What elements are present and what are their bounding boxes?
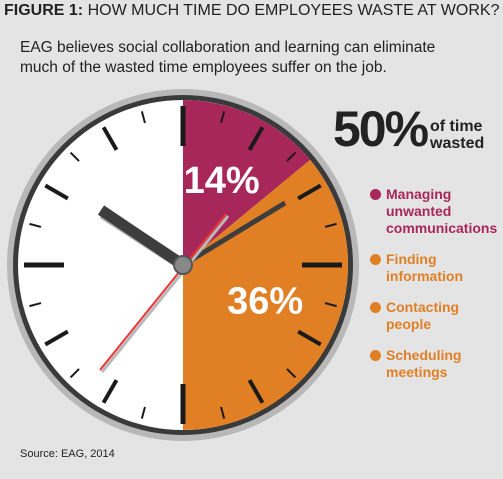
legend-item: Contacting people xyxy=(370,299,502,333)
second-hand-shadow xyxy=(100,215,230,373)
slice-label: 36% xyxy=(227,281,303,323)
legend-item: Managing unwanted communications xyxy=(370,186,502,237)
pie-slice xyxy=(183,159,349,430)
clock-tick xyxy=(44,183,69,201)
minute-hand xyxy=(181,200,287,268)
headline-text: of time wasted xyxy=(430,118,485,152)
clock-tick xyxy=(286,368,297,379)
clock-tick xyxy=(324,302,337,308)
legend-label: Scheduling meetings xyxy=(386,347,462,380)
headline: 50% xyxy=(333,101,429,157)
legend: Managing unwanted communications Finding … xyxy=(370,186,502,395)
clock-tick xyxy=(324,222,337,228)
slice-label: 14% xyxy=(184,160,260,202)
legend-swatch xyxy=(370,254,381,265)
clock-tick xyxy=(101,379,119,404)
clock-tick xyxy=(297,183,322,201)
figure-label: FIGURE 1: xyxy=(4,2,84,19)
title: FIGURE 1: HOW MUCH TIME DO EMPLOYEES WAS… xyxy=(4,2,499,20)
clock-tick xyxy=(44,329,69,347)
legend-item: Finding information xyxy=(370,251,502,285)
second-hand xyxy=(99,213,227,371)
legend-item: Scheduling meetings xyxy=(370,347,502,381)
hour-hand xyxy=(97,205,187,270)
pie-slice xyxy=(183,100,311,265)
clock-tick xyxy=(286,151,297,162)
title-text: HOW MUCH TIME DO EMPLOYEES WASTE AT WORK… xyxy=(87,2,500,19)
clock-tick xyxy=(101,126,119,151)
legend-swatch xyxy=(370,189,381,200)
clock-tick xyxy=(29,302,42,308)
clock-tick xyxy=(29,222,42,228)
legend-swatch xyxy=(370,302,381,313)
clock-center xyxy=(173,255,193,275)
clock-tick xyxy=(140,111,146,124)
clock-tick xyxy=(220,406,226,419)
clock-tick xyxy=(69,368,80,379)
legend-swatch xyxy=(370,350,381,361)
clock-tick xyxy=(140,406,146,419)
clock-tick xyxy=(247,126,265,151)
clock-tick xyxy=(247,379,265,404)
clock-tick xyxy=(69,151,80,162)
source: Source: EAG, 2014 xyxy=(20,448,115,460)
clock-tick xyxy=(297,329,322,347)
legend-label: Managing unwanted communications xyxy=(386,186,498,236)
subtitle: EAG believes social collaboration and le… xyxy=(20,39,436,76)
legend-label: Contacting people xyxy=(386,299,460,332)
legend-label: Finding information xyxy=(386,251,463,284)
clock-tick xyxy=(220,111,226,124)
